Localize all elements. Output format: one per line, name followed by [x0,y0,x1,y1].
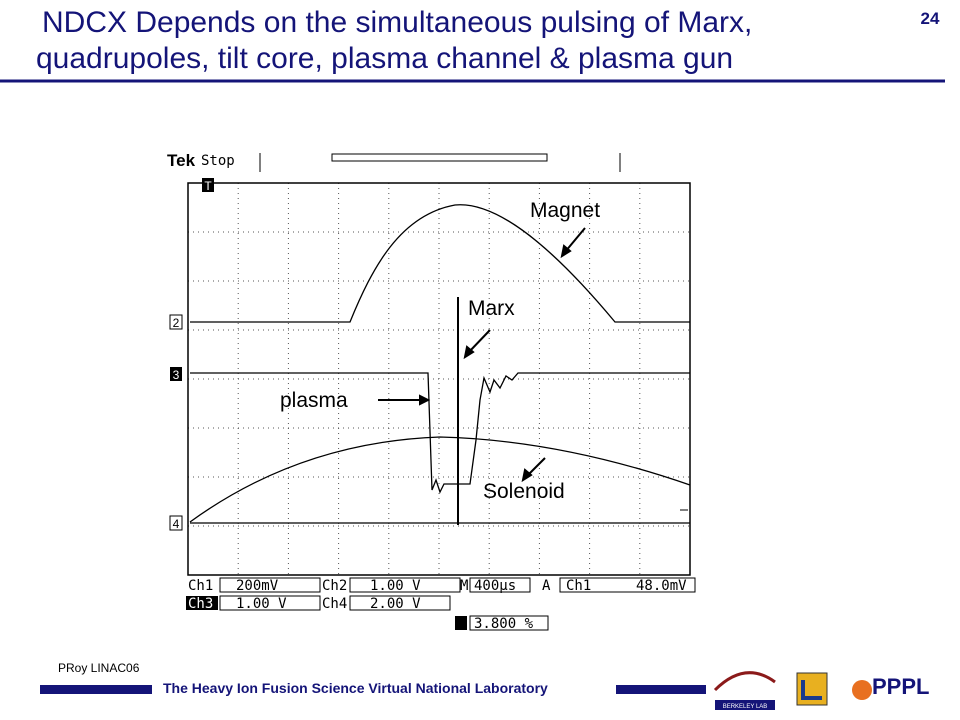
marker: 4 [173,517,180,531]
readout-text: 1.00 V [370,578,421,594]
logo-text: BERKELEY LAB [723,704,768,710]
logo-sun [852,680,872,700]
footer-author: PRoy LINAC06 [58,661,140,675]
marker-box [170,367,182,381]
readout-text: 200mV [236,578,279,594]
plasma-trace [190,372,690,494]
marker: 3 [173,368,180,382]
logo-box [715,700,775,710]
readout-text: 3.800 % [474,616,534,632]
readout-text: Ch1 [188,578,213,594]
footer-bar [616,685,706,694]
page-number: 24 [921,9,940,28]
readout-text: A [542,578,551,594]
marker-box [169,314,183,330]
annotation: Marx [468,297,515,320]
readout-text: 48.0mV [636,578,687,594]
logo-mark [801,680,822,700]
marker-box [202,178,214,192]
marker: T [204,179,212,193]
screen-border [187,182,691,576]
graticule [188,183,690,575]
solenoid-trace [189,436,691,523]
title-line: NDCX Depends on the simultaneous pulsing… [42,6,752,39]
marker: 2 [173,316,180,330]
logo-arc [713,671,776,692]
readout-text: Ch4 [322,596,347,612]
readout-text: Ch2 [322,578,347,594]
footer-bar [40,685,152,694]
readout-text: M [460,578,468,594]
magnet-trace [190,204,690,323]
annotation: Magnet [530,199,600,222]
readout-text: 1.00 V [236,596,287,612]
marker-box [169,515,183,531]
annotation: plasma [280,389,348,412]
readout-text: 400µs [474,578,516,594]
readout-text: Ch1 [566,578,591,594]
readout-text: 2.00 V [370,596,421,612]
title-line: quadrupoles, tilt core, plasma channel &… [36,42,733,75]
scope-status: Stop [201,153,235,169]
scope-brand: Tek [167,151,196,170]
arrows [378,227,586,483]
footer-lab: The Heavy Ion Fusion Science Virtual Nat… [163,680,548,696]
record-bar [331,153,548,162]
readout-text: Ch3 [188,596,213,612]
readout [186,577,696,631]
annotation: Solenoid [483,480,565,503]
logo-text: PPPL [872,674,929,699]
